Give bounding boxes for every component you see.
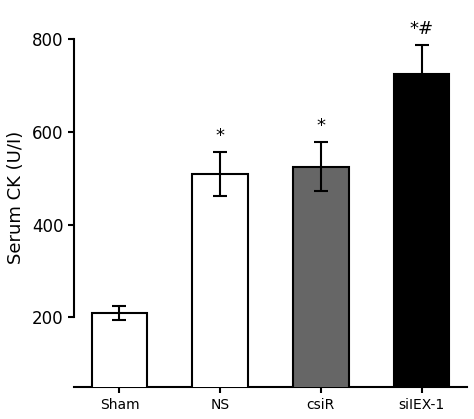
Bar [293,167,348,410]
Y-axis label: Serum CK (U/I): Serum CK (U/I) [7,130,25,264]
Text: *: * [316,117,325,135]
Bar [192,174,248,410]
Bar [92,313,147,410]
Text: *: * [216,127,225,145]
Bar [394,74,449,410]
Text: *#: *# [410,21,434,39]
